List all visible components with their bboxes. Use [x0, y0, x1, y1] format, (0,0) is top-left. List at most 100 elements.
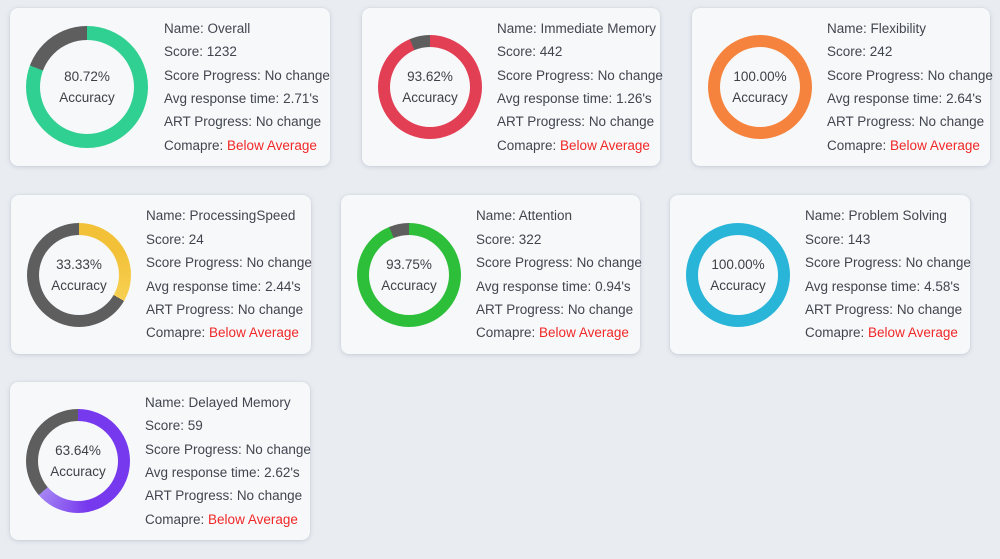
- art-progress-label: ART Progress:: [146, 301, 235, 317]
- compare-value: Below Average: [227, 137, 317, 153]
- avg-response-label: Avg response time:: [497, 91, 613, 106]
- avg-response-label: Avg response time:: [164, 91, 280, 106]
- score-progress-value: No change: [905, 255, 971, 271]
- accuracy-percent: 100.00%: [733, 69, 787, 84]
- compare-value: Below Average: [868, 325, 958, 341]
- score-line: Score: 442: [497, 40, 663, 63]
- name-label: Name:: [164, 20, 204, 36]
- art-progress-value: No change: [896, 301, 963, 317]
- avg-response-value: 4.58's: [924, 278, 960, 294]
- name-label: Name:: [145, 394, 185, 410]
- accuracy-caption: Accuracy: [51, 277, 107, 293]
- score-line: Score: 322: [476, 228, 642, 251]
- art-progress-line: ART Progress: No change: [497, 110, 663, 133]
- avg-response-label: Avg response time:: [476, 278, 592, 294]
- avg-response-value: 2.62's: [264, 465, 300, 480]
- compare-label: Comapre:: [497, 137, 557, 153]
- score-value: 242: [869, 44, 893, 60]
- accuracy-caption: Accuracy: [59, 90, 115, 105]
- art-progress-value: No change: [918, 114, 985, 130]
- avg-response-value: 2.71's: [283, 91, 319, 106]
- name-label: Name:: [805, 208, 845, 224]
- art-progress-value: No change: [255, 114, 322, 130]
- stat-card-flexibility: 100.00% Accuracy Name: Flexibility Score…: [692, 8, 993, 166]
- compare-line: Comapre: Below Average: [805, 321, 971, 344]
- score-value: 59: [187, 418, 203, 434]
- score-value: 143: [847, 231, 871, 247]
- donut-center-label: 63.64% Accuracy: [26, 409, 130, 513]
- avg-response-label: Avg response time:: [827, 91, 943, 106]
- art-progress-value: No change: [237, 301, 304, 317]
- avg-response-value: 1.26's: [616, 91, 652, 106]
- score-progress-line: Score Progress: No change: [476, 251, 642, 274]
- stat-card-delayed-memory: 63.64% Accuracy Name: Delayed Memory Sco…: [10, 382, 311, 540]
- score-progress-line: Score Progress: No change: [497, 64, 663, 87]
- donut-center-label: 33.33% Accuracy: [27, 223, 131, 327]
- score-label: Score:: [476, 231, 516, 247]
- score-label: Score:: [146, 231, 186, 247]
- accuracy-donut-chart: 100.00% Accuracy: [686, 222, 790, 327]
- stat-details: Name: Problem Solving Score: 143 Score P…: [805, 204, 971, 344]
- art-progress-value: No change: [236, 488, 303, 504]
- art-progress-label: ART Progress:: [164, 114, 253, 130]
- score-progress-line: Score Progress: No change: [146, 251, 312, 274]
- donut-center-label: 80.72% Accuracy: [26, 26, 148, 148]
- accuracy-donut-chart: 80.72% Accuracy: [26, 26, 148, 148]
- avg-response-line: Avg response time: 2.64's: [827, 87, 993, 110]
- art-progress-label: ART Progress:: [827, 114, 916, 130]
- donut-center-label: 100.00% Accuracy: [708, 35, 812, 139]
- compare-value: Below Average: [208, 511, 298, 527]
- score-line: Score: 1232: [164, 40, 330, 63]
- art-progress-label: ART Progress:: [805, 301, 894, 317]
- accuracy-percent: 93.75%: [386, 256, 432, 272]
- name-label: Name:: [827, 20, 867, 36]
- avg-response-line: Avg response time: 2.62's: [145, 461, 311, 484]
- avg-response-value: 0.94's: [595, 278, 631, 294]
- accuracy-percent: 100.00%: [711, 256, 765, 272]
- compare-line: Comapre: Below Average: [476, 321, 642, 344]
- accuracy-donut-chart: 33.33% Accuracy: [27, 222, 131, 327]
- avg-response-label: Avg response time:: [146, 278, 262, 294]
- art-progress-line: ART Progress: No change: [805, 298, 971, 321]
- score-progress-value: No change: [245, 441, 311, 457]
- compare-label: Comapre:: [827, 137, 887, 153]
- avg-response-label: Avg response time:: [805, 278, 921, 294]
- avg-response-line: Avg response time: 2.44's: [146, 275, 312, 298]
- compare-line: Comapre: Below Average: [164, 134, 330, 157]
- art-progress-value: No change: [567, 301, 634, 317]
- stat-details: Name: Immediate Memory Score: 442 Score …: [497, 17, 663, 157]
- score-value: 322: [518, 231, 542, 247]
- accuracy-caption: Accuracy: [50, 464, 106, 479]
- score-line: Score: 59: [145, 414, 311, 437]
- stat-details: Name: Attention Score: 322 Score Progres…: [476, 204, 642, 344]
- compare-label: Comapre:: [805, 325, 865, 341]
- avg-response-line: Avg response time: 0.94's: [476, 275, 642, 298]
- name-line: Name: Overall: [164, 17, 330, 40]
- name-label: Name:: [497, 20, 537, 36]
- score-line: Score: 242: [827, 40, 993, 63]
- name-value: ProcessingSpeed: [189, 208, 296, 224]
- score-progress-line: Score Progress: No change: [145, 438, 311, 461]
- compare-value: Below Average: [539, 325, 629, 341]
- compare-line: Comapre: Below Average: [146, 321, 312, 344]
- art-progress-line: ART Progress: No change: [146, 298, 312, 321]
- avg-response-label: Avg response time:: [145, 465, 261, 480]
- name-label: Name:: [146, 208, 186, 224]
- stat-card-immediate-memory: 93.62% Accuracy Name: Immediate Memory S…: [362, 8, 663, 166]
- donut-center-label: 100.00% Accuracy: [686, 223, 790, 327]
- score-value: 442: [539, 44, 563, 60]
- compare-line: Comapre: Below Average: [145, 508, 311, 531]
- compare-line: Comapre: Below Average: [827, 134, 993, 157]
- accuracy-donut-chart: 93.75% Accuracy: [357, 222, 461, 327]
- compare-value: Below Average: [890, 137, 980, 153]
- name-value: Problem Solving: [848, 208, 947, 224]
- name-value: Immediate Memory: [540, 20, 657, 36]
- stat-card-problem-solving: 100.00% Accuracy Name: Problem Solving S…: [670, 195, 971, 354]
- stat-details: Name: Flexibility Score: 242 Score Progr…: [827, 17, 993, 157]
- name-line: Name: Problem Solving: [805, 204, 971, 227]
- score-progress-value: No change: [576, 255, 642, 271]
- avg-response-line: Avg response time: 4.58's: [805, 275, 971, 298]
- name-line: Name: Delayed Memory: [145, 391, 311, 414]
- compare-label: Comapre:: [476, 325, 536, 341]
- score-progress-label: Score Progress:: [805, 255, 902, 271]
